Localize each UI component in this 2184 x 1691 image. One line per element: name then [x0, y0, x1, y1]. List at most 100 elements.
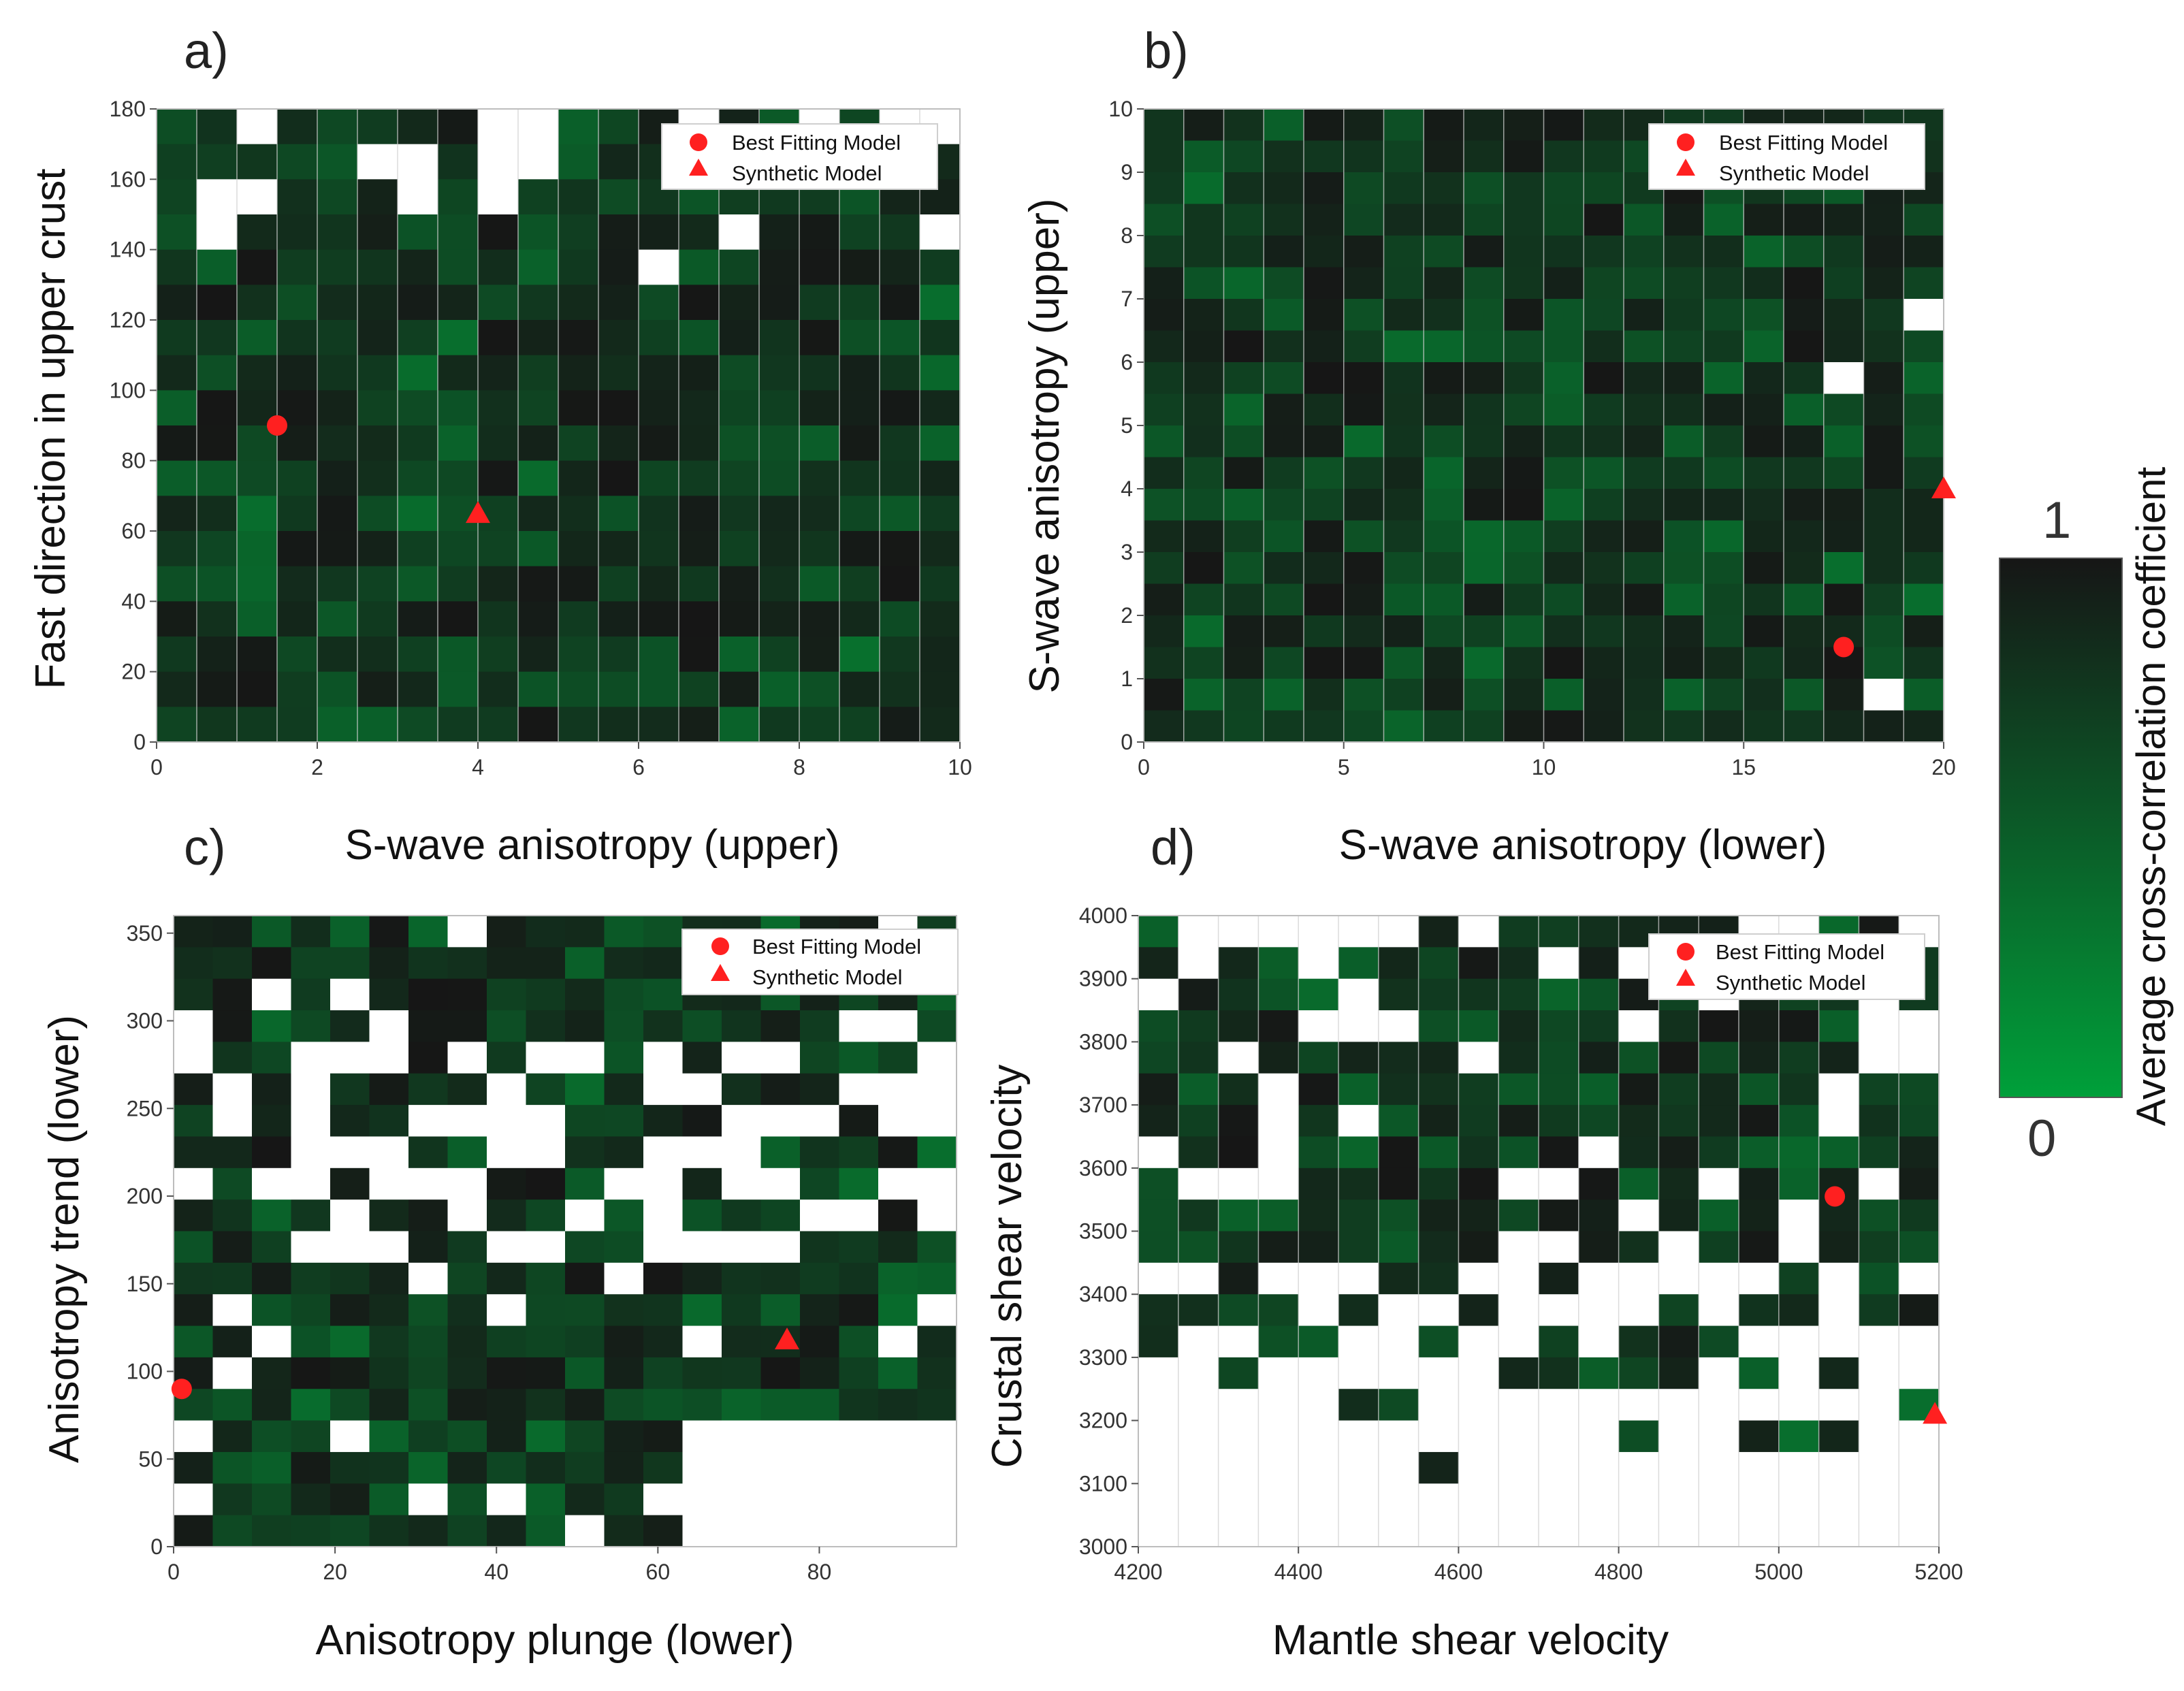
panel-d-cell	[1298, 1231, 1339, 1263]
panel-b-cell	[1703, 520, 1744, 553]
panel-a-cell	[839, 460, 880, 496]
colorbar: 1 0 Average cross-correlation coefficien…	[1999, 467, 2174, 1167]
panel-b-cell	[1183, 362, 1225, 395]
panel-d-cell	[1218, 1483, 1259, 1516]
panel-a-cell	[558, 390, 599, 426]
panel-d-cell	[1458, 1483, 1499, 1516]
panel-a-cell	[759, 566, 800, 602]
panel-b-cell	[1383, 393, 1424, 426]
panel-c-xtick-label: 20	[323, 1560, 347, 1584]
panel-b-cell	[1584, 236, 1624, 268]
panel-b-ytick-label: 9	[1121, 160, 1133, 184]
panel-c-cell	[447, 1010, 487, 1042]
panel-d-cell	[1418, 1010, 1459, 1042]
panel-c-cell	[408, 978, 449, 1011]
panel-b-cell	[1703, 583, 1744, 616]
panel-c-cell	[565, 1483, 605, 1516]
panel-a-cell	[357, 390, 398, 426]
panel-a-cell	[438, 637, 479, 673]
panel-a-cell	[920, 601, 961, 637]
panel-c-cell	[839, 1483, 879, 1516]
panel-d-cell	[1298, 1325, 1339, 1358]
panel-d-cell	[1739, 1136, 1780, 1169]
panel-b-cell	[1624, 520, 1665, 553]
panel-c-cell	[330, 916, 370, 948]
panel-c-cell	[369, 1420, 409, 1453]
panel-b-cell	[1823, 204, 1865, 236]
panel-d-ytick-label: 4000	[1079, 903, 1127, 928]
panel-b-cell	[1823, 489, 1865, 521]
panel-d-cell	[1498, 1073, 1539, 1106]
panel-b-cell	[1424, 615, 1464, 648]
panel-a-cell	[357, 637, 398, 673]
panel-b-cell	[1424, 330, 1464, 363]
panel-b-legend-best-label: Best Fitting Model	[1719, 131, 1888, 155]
panel-a-cell	[277, 601, 318, 637]
panel-b-cell	[1904, 362, 1944, 395]
panel-d-cell	[1258, 1167, 1299, 1200]
panel-d-cell	[1338, 1294, 1379, 1327]
panel-d-cell	[1739, 1167, 1780, 1200]
panel-d-cell	[1859, 1483, 1899, 1516]
panel-b-cell	[1383, 109, 1424, 142]
panel-c-cell	[643, 978, 684, 1011]
panel-d-cell	[1578, 1420, 1620, 1453]
panel-a-cell	[357, 214, 398, 251]
panel-a-cell	[518, 355, 559, 391]
panel-d-cell	[1298, 1294, 1339, 1327]
panel-b-cell	[1624, 236, 1665, 268]
panel-c-cell	[291, 916, 331, 948]
panel-d-legend-synthetic-marker	[1676, 969, 1695, 986]
panel-d-ytick-label: 3600	[1079, 1156, 1127, 1180]
panel-b-cell	[1264, 552, 1304, 585]
panel-a-cell	[920, 355, 961, 391]
panel-b-cell	[1663, 204, 1705, 236]
panel-c-cell	[174, 1451, 214, 1484]
panel-d-xtick-label: 4400	[1274, 1560, 1323, 1584]
panel-a-ylabel: Fast direction in upper crust	[27, 168, 74, 689]
panel-c-cell	[252, 1262, 292, 1295]
panel-b-cell	[1543, 172, 1584, 205]
panel-d-yticks: 3000310032003300340035003600370038003900…	[1079, 903, 1138, 1559]
panel-c-cell	[604, 1199, 644, 1232]
panel-d-cell	[1578, 978, 1620, 1011]
panel-d-cell	[1658, 1167, 1699, 1200]
panel-a-cell	[920, 637, 961, 673]
panel-c-cell	[800, 1010, 840, 1042]
panel-d-cell	[1899, 1199, 1940, 1232]
panel-a-cell	[880, 285, 920, 321]
panel-d-cell	[1258, 1262, 1299, 1295]
panel-a-ytick-label: 60	[121, 519, 146, 543]
panel-d-cell	[1539, 1451, 1579, 1484]
panel-a-cell	[157, 566, 197, 602]
panel-b-cell	[1823, 330, 1865, 363]
panel-c-cell	[447, 1199, 487, 1232]
panel-c-legend-synthetic-marker	[711, 964, 730, 981]
panel-a-cell	[719, 601, 760, 637]
panel-d-legend-best-marker	[1677, 943, 1695, 961]
panel-b-cell	[1464, 109, 1505, 142]
panel-a-xtick-label: 2	[311, 755, 323, 779]
panel-d-cell	[1178, 1515, 1219, 1547]
panel-b-cell	[1464, 679, 1505, 711]
panel-c-cell	[839, 1357, 879, 1389]
panel-c-cell	[330, 1136, 370, 1169]
panel-c-cell	[291, 1389, 331, 1421]
panel-a-cell	[398, 320, 438, 356]
panel-c-cell	[487, 1294, 527, 1327]
panel-d-cell	[1739, 1515, 1780, 1547]
panel-b-cell	[1784, 679, 1825, 711]
panel-d-cell	[1258, 1357, 1299, 1389]
panel-a-cell	[317, 707, 358, 743]
panel-c-cell	[878, 1262, 918, 1295]
panel-d-cell	[1778, 1262, 1820, 1295]
panel-c-cell	[604, 947, 644, 980]
panel-b-cell	[1464, 140, 1505, 173]
panel-a-heatmap	[156, 108, 961, 743]
panel-c-cell	[800, 1262, 840, 1295]
panel-c-cell	[682, 1010, 722, 1042]
panel-a-cell	[799, 285, 840, 321]
panel-b-cell	[1703, 457, 1744, 489]
panel-d-cell	[1618, 1357, 1659, 1389]
